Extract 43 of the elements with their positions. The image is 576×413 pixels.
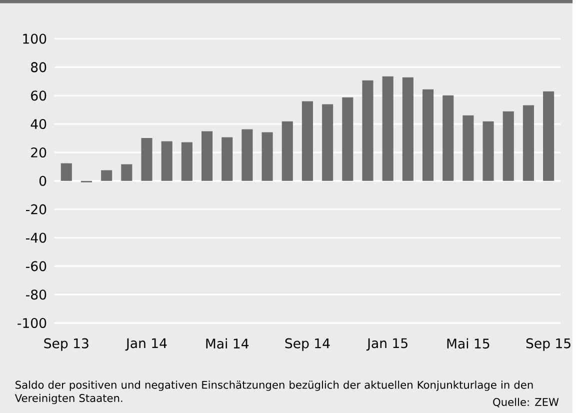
bar [302, 101, 313, 181]
y-tick-label: -60 [26, 260, 46, 271]
x-tick-label: Jan 14 [125, 338, 167, 350]
source-note: Quelle: ZEW [493, 398, 559, 408]
y-tick-label: -20 [26, 204, 46, 214]
bar [222, 137, 233, 181]
x-tick-label: Sep 13 [44, 338, 88, 351]
x-tick-label: Mai 14 [206, 338, 249, 348]
y-tick-label: -80 [26, 289, 46, 300]
y-tick-label: 20 [31, 147, 46, 158]
bar [282, 121, 293, 181]
bar [482, 121, 494, 181]
bar [342, 97, 354, 181]
bar [462, 115, 474, 181]
bar [442, 95, 454, 181]
x-tick-label: Jan 15 [366, 338, 408, 350]
bar [522, 105, 534, 181]
bar [60, 163, 72, 181]
bar [422, 89, 434, 181]
bar [543, 91, 554, 181]
bar [141, 138, 152, 181]
y-tick-label: 100 [23, 33, 46, 44]
bar [101, 170, 112, 181]
bar [161, 141, 172, 181]
bar [181, 142, 192, 181]
bar [242, 129, 253, 181]
bar [262, 132, 273, 181]
y-tick-label: 0 [39, 176, 46, 186]
bar [121, 164, 132, 181]
x-tick-label: Sep 14 [285, 338, 330, 351]
bar [402, 77, 414, 181]
bar [502, 111, 514, 181]
y-tick-label: 40 [30, 118, 46, 129]
y-tick-label: 60 [31, 90, 46, 100]
y-tick-label: -100 [18, 318, 46, 328]
bar [362, 80, 374, 181]
y-tick-label: 80 [31, 62, 46, 72]
y-tick-label: -40 [26, 232, 46, 243]
x-tick-label: Sep 15 [526, 338, 570, 351]
bar [382, 76, 394, 181]
bar [202, 131, 213, 181]
bar [322, 104, 334, 181]
x-tick-label: Mai 15 [447, 338, 490, 348]
